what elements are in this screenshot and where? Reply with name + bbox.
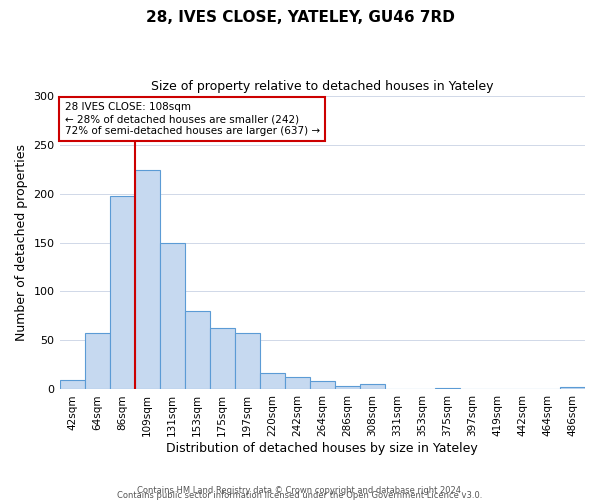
Bar [160,242,185,390]
Bar [310,380,335,390]
Text: Contains HM Land Registry data © Crown copyright and database right 2024.: Contains HM Land Registry data © Crown c… [137,486,463,495]
Bar [209,328,235,390]
Bar [134,170,160,390]
Bar [260,373,285,390]
Bar [360,384,385,390]
Bar [235,332,260,390]
Bar [435,388,460,390]
Bar [185,311,209,390]
Text: Contains public sector information licensed under the Open Government Licence v3: Contains public sector information licen… [118,491,482,500]
Y-axis label: Number of detached properties: Number of detached properties [15,144,28,341]
Bar [110,196,134,390]
Bar [285,376,310,390]
Bar [85,332,110,390]
Text: 28 IVES CLOSE: 108sqm
← 28% of detached houses are smaller (242)
72% of semi-det: 28 IVES CLOSE: 108sqm ← 28% of detached … [65,102,320,136]
Bar [560,388,585,390]
Title: Size of property relative to detached houses in Yateley: Size of property relative to detached ho… [151,80,494,93]
Text: 28, IVES CLOSE, YATELEY, GU46 7RD: 28, IVES CLOSE, YATELEY, GU46 7RD [146,10,454,25]
X-axis label: Distribution of detached houses by size in Yateley: Distribution of detached houses by size … [166,442,478,455]
Bar [335,386,360,390]
Bar [59,380,85,390]
